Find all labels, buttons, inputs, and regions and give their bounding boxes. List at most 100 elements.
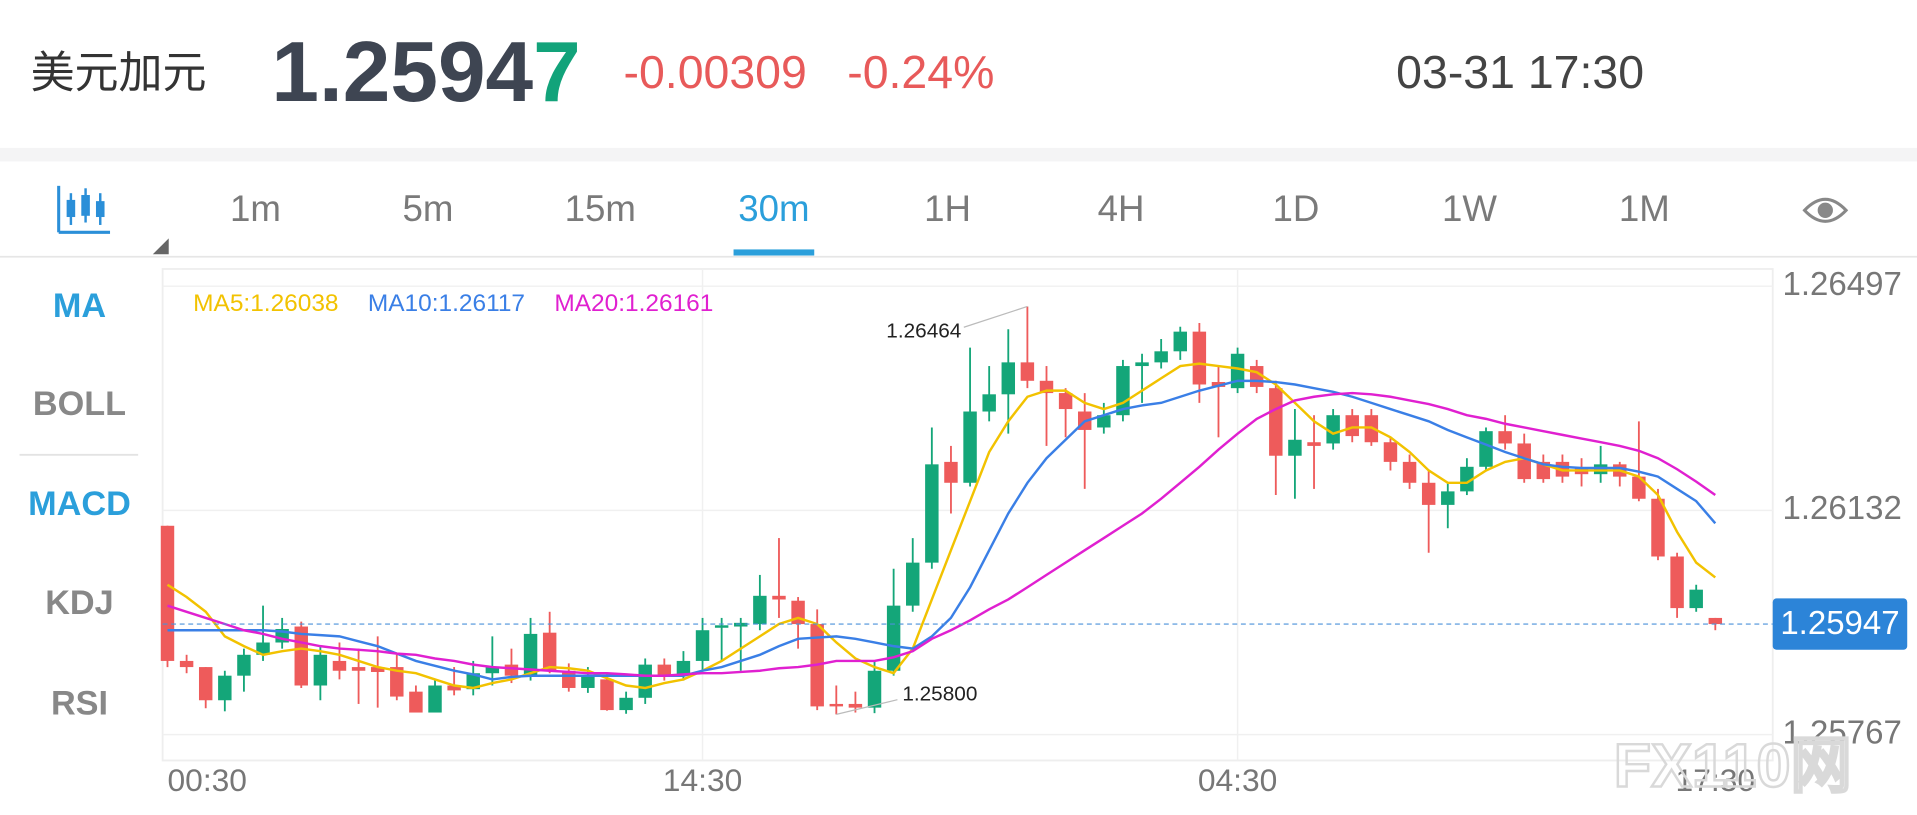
candle-body [1383, 442, 1398, 462]
candle-body [218, 675, 232, 701]
candle-body [1670, 556, 1684, 609]
candle-body [829, 703, 844, 707]
icon-body [95, 201, 105, 218]
candle-body [179, 660, 194, 668]
timeframe-tab[interactable]: 4H [1098, 188, 1145, 229]
candle-body [1192, 331, 1207, 385]
candle-body [390, 667, 404, 697]
candle-body [982, 394, 996, 412]
candle-body [428, 685, 442, 713]
candle-body [886, 605, 901, 671]
indicator-tab[interactable]: KDJ [45, 584, 113, 622]
indicator-tab[interactable]: BOLL [33, 385, 126, 423]
legend-entry: MA20:1.26161 [554, 290, 713, 317]
candle-body [1689, 589, 1703, 609]
corner-triangle [152, 238, 169, 255]
current-price-tag [1772, 598, 1908, 650]
candle-body [772, 595, 786, 600]
separator-band [0, 147, 1917, 162]
candle-body [1326, 415, 1340, 444]
icon-body [66, 199, 76, 218]
timeframe-tab[interactable]: 30m [738, 188, 809, 229]
candle-body [1307, 442, 1321, 446]
timeframe-tab[interactable]: 1H [924, 188, 971, 229]
candle-body [542, 632, 557, 671]
quote-time: 03-31 17:30 [1396, 46, 1644, 98]
timeframe-tab[interactable]: 1D [1273, 188, 1320, 229]
moving-average-line [167, 379, 1717, 681]
candle-body [198, 667, 213, 701]
candle-body [906, 562, 920, 606]
candle-body [1421, 482, 1436, 505]
candle-body [1173, 331, 1187, 352]
time-axis-label: 00:30 [167, 762, 247, 798]
high-label: 1.26464 [886, 320, 961, 343]
timeframe-tab[interactable]: 5m [402, 188, 453, 229]
candle-body [1708, 617, 1723, 625]
candle-body [370, 667, 385, 672]
candle-body [1632, 476, 1646, 499]
candle-body [944, 461, 958, 483]
price-change: -0.00309 [624, 46, 807, 98]
candle-body [1498, 431, 1512, 444]
indicator-tab[interactable]: MA [53, 287, 106, 325]
low-pointer [836, 699, 898, 715]
candle-body [485, 667, 500, 674]
eye-icon[interactable] [1802, 197, 1849, 223]
timeframe-tab[interactable]: 15m [565, 188, 636, 229]
candle-body [848, 703, 863, 708]
candle-body [332, 660, 347, 671]
candle-body [925, 464, 939, 563]
candle-body [1230, 353, 1245, 389]
candle-body [657, 664, 672, 676]
timeframe-tab[interactable]: 1m [230, 188, 281, 229]
candle-body [1058, 393, 1073, 410]
candle-body [409, 691, 423, 713]
candle-body [1269, 388, 1283, 456]
candle-body [1441, 491, 1455, 505]
watermark: FX110网 [1614, 731, 1852, 799]
candle-body [1651, 498, 1665, 557]
candle-body [1211, 382, 1226, 387]
eye-outline [1802, 197, 1849, 223]
price-axis-label: 1.25767 [1783, 713, 1902, 750]
high-pointer [963, 305, 1028, 328]
candle-body [1020, 362, 1035, 381]
candle-body [714, 625, 729, 628]
price-main: 1.2594 [271, 25, 533, 120]
last-price: 1.25947 [271, 25, 580, 120]
timeframe-tab[interactable]: 1W [1442, 188, 1497, 229]
indicator-list: MA BOLL MACD KDJ RSI [28, 287, 131, 722]
price-axis-label: 1.26132 [1783, 489, 1902, 526]
candle-body [963, 411, 977, 483]
candle-body [581, 676, 595, 688]
icon-body [81, 195, 90, 216]
candle-body [237, 654, 251, 676]
eye-pupil [1817, 202, 1833, 218]
chart-type-icon[interactable] [57, 185, 111, 234]
selected-tab-underline [733, 249, 815, 256]
candle-body [1288, 439, 1302, 456]
candlestick-chart: 1.25767 1.26132 1.26497 00:30 14:30 04:30 17:3… [160, 265, 1908, 798]
timeframe-tab[interactable]: 1M [1619, 188, 1670, 229]
candle-body [447, 685, 461, 691]
indicator-tab[interactable]: RSI [51, 684, 108, 722]
candle-body [1402, 461, 1417, 483]
candle-body [313, 654, 328, 686]
chart-frame [161, 268, 1774, 762]
candle-body [523, 633, 538, 676]
candle-body [753, 595, 767, 625]
indicator-tab[interactable]: MACD [28, 485, 131, 523]
candle-body [676, 660, 691, 676]
timeframe-tabs: 1m 5m 15m 30m 1H 4H 1D 1W 1M [230, 188, 1670, 256]
candle-body [466, 673, 480, 690]
time-axis-label: 14:30 [663, 762, 743, 798]
candle-body [1001, 362, 1016, 395]
time-axis-label: 17:30 [1676, 762, 1756, 798]
candle-body [600, 679, 614, 711]
low-label: 1.25800 [902, 682, 977, 705]
candle-body [867, 670, 882, 708]
price-change-percent: -0.24% [847, 46, 994, 98]
current-price-label: 1.25947 [1780, 604, 1899, 641]
